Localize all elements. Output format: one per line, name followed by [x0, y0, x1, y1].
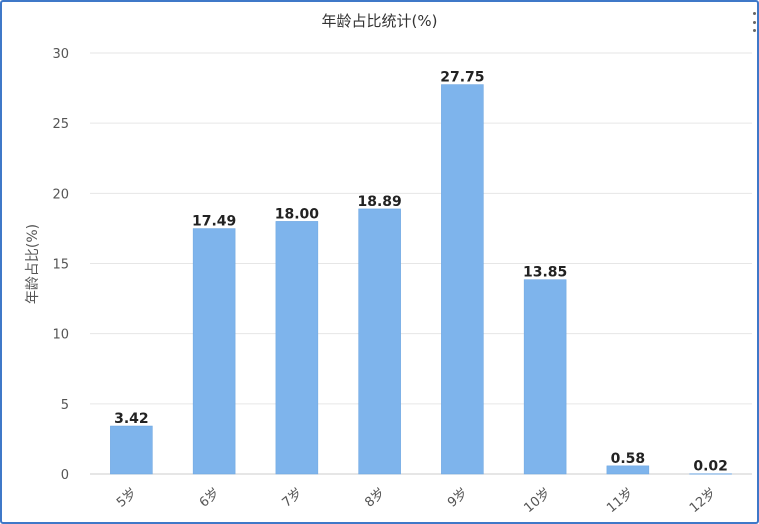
x-tick-label: 5岁: [114, 486, 140, 511]
data-label: 13.85: [523, 265, 567, 281]
x-tick-label: 6岁: [197, 486, 223, 511]
bar: [523, 279, 567, 475]
bar: [606, 465, 650, 475]
data-label: 18.89: [357, 194, 401, 210]
x-tick-label: 8岁: [362, 486, 388, 511]
y-tick-label: 20: [52, 187, 69, 202]
y-tick-label: 30: [52, 47, 69, 62]
bar: [689, 473, 732, 475]
data-label: 0.02: [693, 459, 728, 475]
bar: [110, 425, 153, 475]
bar: [358, 208, 401, 475]
x-tick-label: 7岁: [280, 486, 306, 511]
y-tick-label: 25: [52, 117, 69, 132]
x-tick-label: 12岁: [687, 486, 719, 516]
bar: [275, 221, 319, 475]
data-label: 17.49: [192, 214, 236, 230]
y-tick-label: 15: [52, 258, 69, 273]
data-label: 3.42: [114, 411, 149, 427]
y-tick-label: 5: [61, 398, 69, 413]
chart-title: 年龄占比统计(%): [321, 12, 438, 30]
x-tick-label: 11岁: [604, 486, 636, 516]
bar: [192, 228, 236, 475]
data-label: 0.58: [611, 451, 646, 467]
y-tick-label: 0: [61, 468, 69, 483]
bar: [441, 84, 484, 475]
x-tick-label: 9岁: [445, 486, 471, 511]
data-label: 18.00: [275, 206, 320, 222]
menu-icon[interactable]: [751, 12, 757, 32]
x-tick-label: 10岁: [521, 486, 553, 516]
data-label: 27.75: [440, 70, 484, 86]
y-tick-label: 10: [52, 328, 69, 343]
